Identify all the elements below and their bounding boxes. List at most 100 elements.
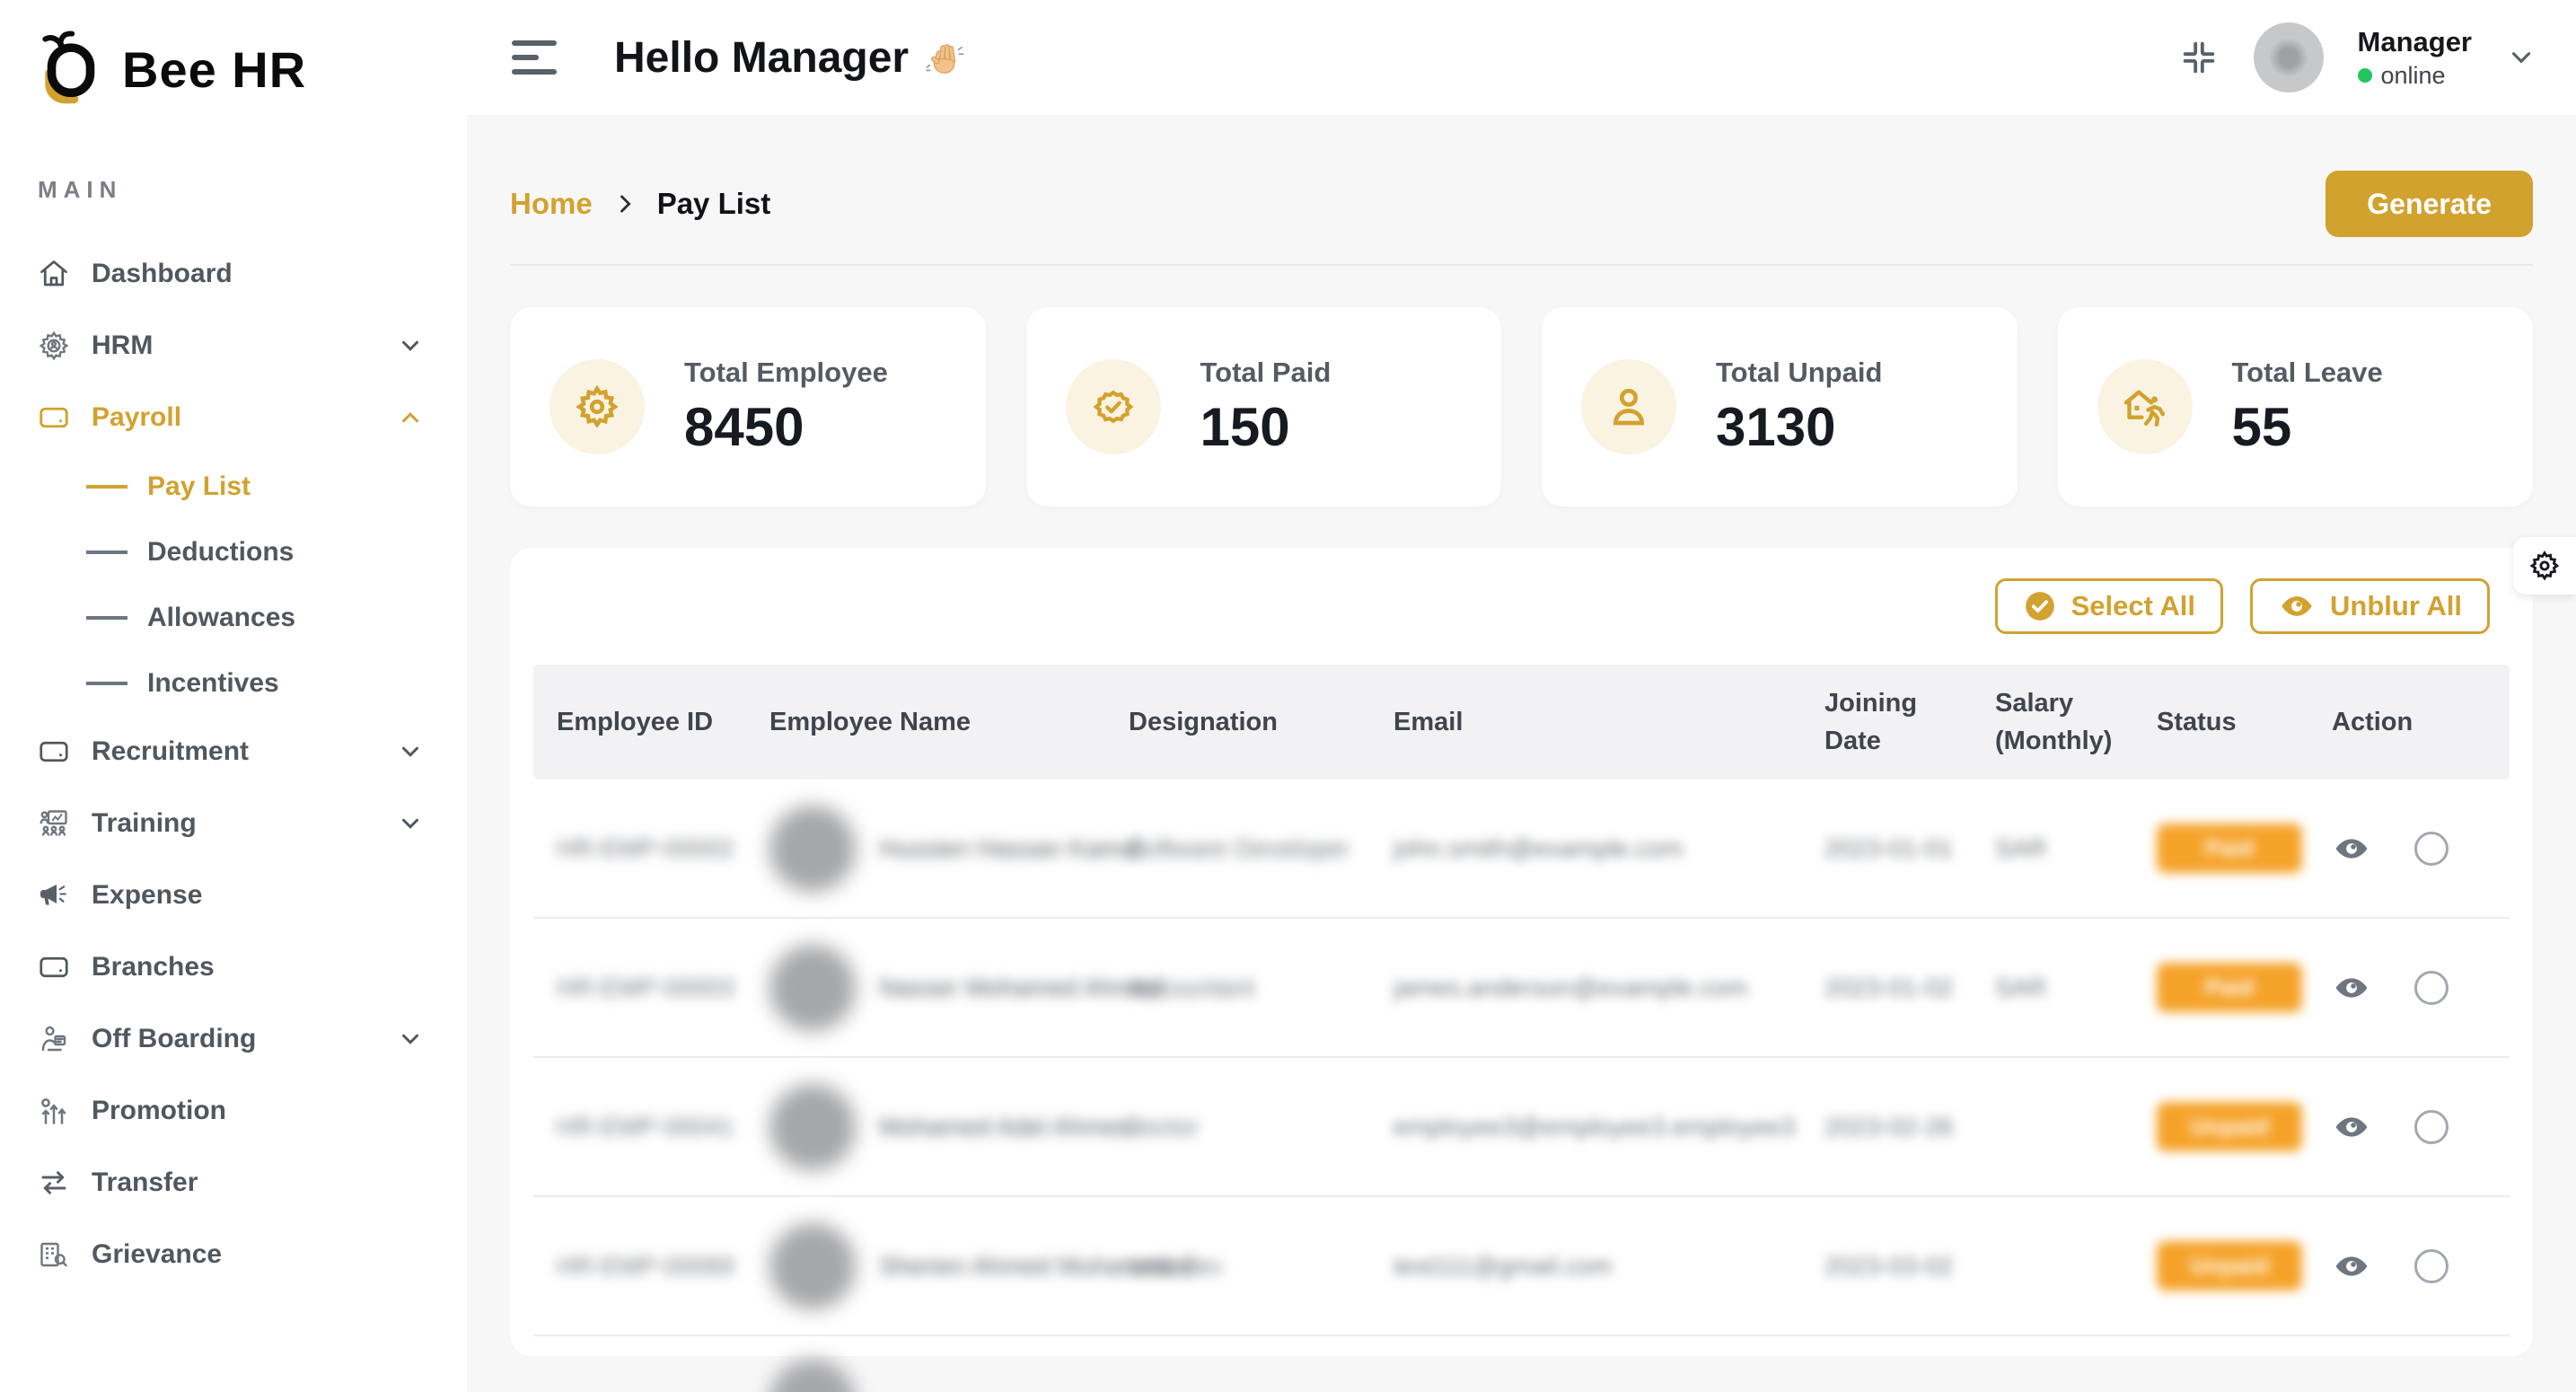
sidebar-item-hrm[interactable]: HRM [0, 310, 467, 382]
breadcrumb-home-link[interactable]: Home [510, 187, 593, 220]
status-cell: Paid [2133, 963, 2308, 1012]
person-icon [1581, 359, 1676, 454]
wallet-icon [38, 401, 70, 434]
status-cell: Unpaid [2133, 1102, 2308, 1151]
stat-value: 3130 [1716, 396, 1836, 457]
user-meta: Manager online [2357, 26, 2472, 90]
sidebar-item-recruitment[interactable]: Recruitment [0, 716, 467, 788]
top-bar-right: Manager online [2178, 22, 2536, 93]
select-row-radio[interactable] [2414, 970, 2449, 1005]
joining-date: 2023-02-26 [1824, 1112, 1954, 1141]
sidebar-nav: Dashboard HRM Payroll [0, 238, 467, 1291]
table-header-row: Employee ID Employee Name Designation Em… [533, 665, 2510, 780]
status-cell: Paid [2133, 824, 2308, 873]
column-header: Designation [1129, 707, 1278, 736]
minimize-layout-icon[interactable] [2178, 37, 2220, 78]
sidebar-item-label: Pay List [147, 471, 251, 501]
home-icon [38, 258, 70, 290]
stats-row: Total Employee 8450 Total Paid 150 Tot [510, 307, 2533, 507]
sidebar-item-label: Training [92, 808, 197, 838]
employee-name-cell: Nasser Mohamed Ahmed [746, 944, 1163, 1031]
view-row-eye-icon[interactable] [2332, 829, 2371, 868]
chevron-down-icon[interactable] [2506, 42, 2536, 73]
stat-card-total-paid: Total Paid 150 [1025, 307, 1501, 507]
sidebar-item-payroll[interactable]: Payroll [0, 382, 467, 454]
unblur-all-button[interactable]: Unblur All [2250, 578, 2490, 634]
table-row: HR-EMP-00041 Mohamed Adel Ahmed doctor e… [533, 1058, 2510, 1197]
bee-logo-icon [36, 31, 106, 108]
joining-date: 2023-03-02 [1824, 1251, 1954, 1280]
sidebar-item-transfer[interactable]: Transfer [0, 1147, 467, 1219]
select-all-button[interactable]: Select All [1994, 578, 2224, 634]
sidebar-item-label: Allowances [147, 602, 296, 632]
status-cell: Unpaid [2133, 1241, 2308, 1291]
chevron-right-icon [612, 191, 637, 216]
page-head: Home Pay List Generate [510, 171, 2533, 237]
tree-dash-icon [86, 550, 127, 554]
transfer-arrows-icon [38, 1167, 70, 1199]
breadcrumb-divider [510, 264, 2533, 266]
house-leave-icon [2097, 359, 2193, 454]
view-row-eye-icon[interactable] [2332, 1247, 2371, 1286]
sidebar-item-branches[interactable]: Branches [0, 931, 467, 1003]
sidebar-item-grievance[interactable]: Grievance [0, 1219, 467, 1291]
settings-panel-toggle[interactable] [2513, 537, 2576, 595]
sidebar-item-allowances[interactable]: Allowances [0, 585, 467, 650]
column-header: Email [1394, 707, 1464, 736]
employee-id: HR-EMP-00041 [557, 1112, 734, 1141]
chevron-down-icon [397, 810, 424, 837]
action-cell [2308, 1247, 2510, 1286]
select-row-radio[interactable] [2414, 1109, 2449, 1144]
breadcrumb: Home Pay List [510, 187, 770, 221]
sidebar-item-off-boarding[interactable]: Off Boarding [0, 1003, 467, 1075]
chevron-down-icon [397, 332, 424, 359]
brand-logo[interactable]: Bee HR [0, 0, 467, 108]
action-cell [2308, 1107, 2510, 1147]
select-row-radio[interactable] [2414, 831, 2449, 866]
user-avatar[interactable] [2253, 22, 2324, 93]
view-row-eye-icon[interactable] [2332, 968, 2371, 1008]
page-title: Hello Manager [614, 33, 966, 83]
sidebar-toggle-icon[interactable] [512, 40, 557, 75]
view-row-eye-icon[interactable] [2332, 1107, 2371, 1147]
offboarding-person-icon [38, 1023, 70, 1055]
breadcrumb-current: Pay List [656, 187, 771, 220]
employee-name-cell: Mohamed Adel Ahmed [746, 1083, 1132, 1170]
chevron-down-icon [397, 1026, 424, 1053]
column-header: Employee Name [769, 707, 971, 736]
status-badge: Unpaid [2157, 1102, 2302, 1151]
select-row-radio[interactable] [2414, 1248, 2449, 1283]
employee-avatar [769, 944, 856, 1031]
sidebar-item-label: Deductions [147, 536, 295, 567]
column-header: Employee ID [557, 707, 714, 736]
employee-id: HR-EMP-00003 [557, 973, 734, 1001]
generate-button[interactable]: Generate [2325, 171, 2533, 237]
sidebar-item-promotion[interactable]: Promotion [0, 1075, 467, 1147]
salary: SAR [1995, 833, 2047, 862]
training-board-icon [38, 807, 70, 840]
employee-name: Hussien Hassan Kamal [879, 833, 1141, 862]
sidebar-item-label: Dashboard [92, 259, 233, 288]
tree-dash-icon [86, 681, 127, 685]
sidebar-item-label: Off Boarding [92, 1024, 257, 1053]
sidebar-item-expense[interactable]: Expense [0, 859, 467, 931]
employee-name: Sherien Ahmed Muhammed [879, 1251, 1191, 1280]
designation: web dev [1129, 1251, 1223, 1280]
sidebar-item-deductions[interactable]: Deductions [0, 519, 467, 585]
sidebar-item-incentives[interactable]: Incentives [0, 650, 467, 716]
sidebar-item-pay-list[interactable]: Pay List [0, 454, 467, 519]
sidebar-item-training[interactable]: Training [0, 788, 467, 859]
status-badge: Paid [2157, 963, 2302, 1012]
email: employee3@employee3.employee3 [1394, 1112, 1796, 1141]
sidebar-item-label: HRM [92, 330, 154, 360]
column-header: Salary (Monthly) [1995, 688, 2113, 755]
online-dot-icon [2357, 68, 2372, 83]
sidebar-section-label: MAIN [38, 176, 123, 203]
sidebar-item-dashboard[interactable]: Dashboard [0, 238, 467, 310]
employee-name-cell: Sherien Ahmed Muhammed [746, 1222, 1191, 1309]
brand-name: Bee HR [122, 40, 307, 98]
joining-date: 2023-01-02 [1824, 973, 1954, 1001]
employee-avatar [769, 805, 856, 892]
hrm-gear-icon [38, 330, 70, 362]
